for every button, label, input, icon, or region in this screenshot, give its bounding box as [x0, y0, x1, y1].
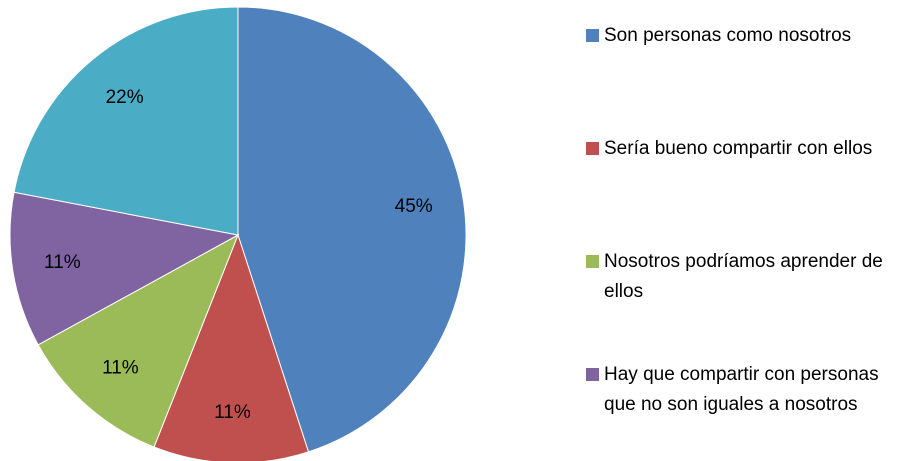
legend-entry: Hay que compartir con personas que no so… — [586, 360, 894, 461]
legend-label: Nosotros podríamos aprender de ellos — [604, 251, 883, 302]
legend-swatch — [586, 142, 599, 155]
legend-label: Son personas como nosotros — [604, 25, 852, 46]
legend-entry: Son personas como nosotros — [586, 21, 894, 134]
legend-entry: Sería bueno compartir con ellos — [586, 134, 894, 247]
data-label: 22% — [106, 87, 144, 108]
data-label: 45% — [395, 196, 433, 217]
data-label: 11% — [102, 357, 139, 378]
legend-swatch — [586, 255, 599, 268]
pie-slice — [237, 6, 467, 453]
pie-slice — [153, 233, 310, 461]
chart: 45% 11% 11% 11% 22% — [9, 6, 467, 461]
pie-slice — [13, 6, 239, 236]
data-label: 11% — [44, 252, 81, 273]
legend-swatch — [586, 29, 599, 42]
data-label: 11% — [214, 402, 251, 423]
pie-slice — [9, 191, 240, 346]
legend-swatch — [586, 368, 599, 381]
pie-slice — [37, 233, 239, 448]
legend-label: Hay que compartir con personas que no so… — [604, 364, 879, 415]
legend-label: Sería bueno compartir con ellos — [604, 138, 873, 159]
legend: Son personas como nosotros Sería bueno co… — [586, 21, 896, 461]
legend-entry: Nosotros podríamos aprender de ellos — [586, 247, 894, 360]
